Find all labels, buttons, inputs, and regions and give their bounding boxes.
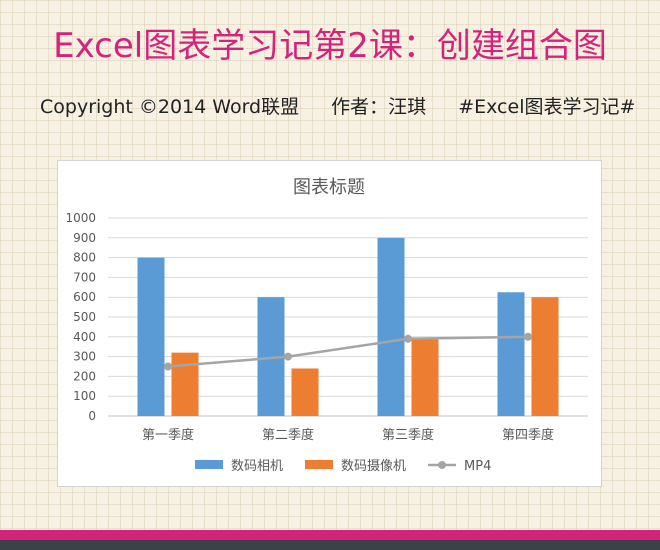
subtitle-line: Copyright ©2014 Word联盟 作者：汪琪 #Excel图表学习记… xyxy=(40,92,635,119)
footer-band-dark xyxy=(0,540,660,550)
x-category-label: 第一季度 xyxy=(142,427,194,443)
y-tick-label: 700 xyxy=(73,270,96,284)
combo-chart: 图表标题 0 100 200 300 400 500 600 700 800 900 1000 第一季度… xyxy=(65,177,588,474)
x-category-label: 第三季度 xyxy=(382,427,434,443)
bar-camcorder xyxy=(531,297,559,416)
legend-marker xyxy=(438,461,447,469)
line-point-mp4 xyxy=(284,352,292,361)
legend-swatch xyxy=(195,460,223,469)
y-tick-label: 500 xyxy=(73,310,96,324)
page-title: Excel图表学习记第2课：创建组合图 xyxy=(53,26,607,66)
bar-digital-camera xyxy=(497,292,525,416)
line-point-mp4 xyxy=(524,332,532,341)
copyright-text: Copyright ©2014 Word联盟 xyxy=(40,96,300,118)
bar-digital-camera xyxy=(137,257,165,416)
author-text: 作者：汪琪 xyxy=(331,96,427,118)
chart-title: 图表标题 xyxy=(293,177,365,198)
legend-label: MP4 xyxy=(464,459,491,474)
bar-digital-camera xyxy=(377,237,405,416)
footer-band-pink xyxy=(0,530,660,540)
y-tick-label: 300 xyxy=(73,350,96,364)
x-category-label: 第二季度 xyxy=(262,427,314,443)
line-point-mp4 xyxy=(164,362,172,371)
x-category-label: 第四季度 xyxy=(502,427,554,443)
line-mp4 xyxy=(167,335,529,368)
bar-camcorder xyxy=(411,338,439,416)
y-tick-label: 900 xyxy=(73,231,96,245)
line-point-mp4 xyxy=(404,334,412,343)
y-tick-label: 400 xyxy=(73,330,96,344)
legend-swatch xyxy=(305,460,334,469)
hashtag-text: #Excel图表学习记# xyxy=(458,96,636,118)
y-tick-label: 600 xyxy=(73,290,96,304)
y-tick-label: 200 xyxy=(73,369,96,383)
y-tick-label: 800 xyxy=(73,251,96,265)
legend-label: 数码摄像机 xyxy=(341,459,406,474)
y-tick-label: 1000 xyxy=(65,211,96,225)
y-tick-label: 0 xyxy=(88,409,96,423)
bar-camcorder xyxy=(291,368,319,416)
legend-label: 数码相机 xyxy=(231,459,283,474)
bar-camcorder xyxy=(171,352,199,416)
chart-area: 图表标题 0 100 200 300 400 500 600 700 800 900 1000 第一季度… xyxy=(57,160,602,487)
y-tick-label: 100 xyxy=(73,389,96,403)
